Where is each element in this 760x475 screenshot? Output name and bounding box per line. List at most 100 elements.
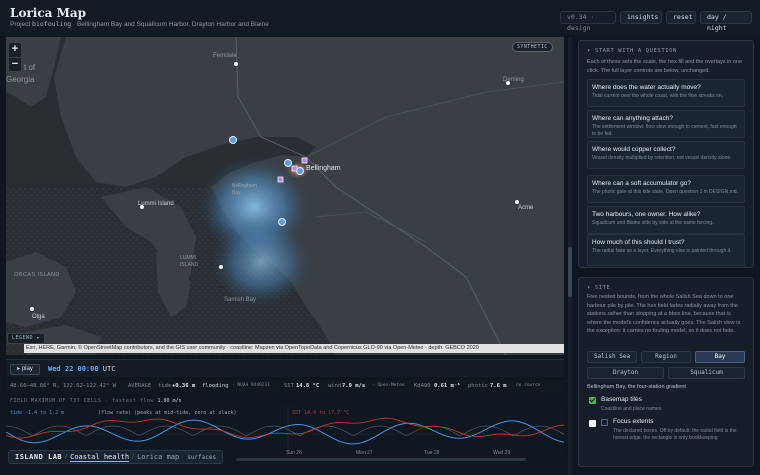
tab-lorica-map[interactable]: Lorica map: [137, 453, 180, 461]
question-title: Two harbours, one owner. How alike?: [592, 211, 701, 218]
project-subtitle: Project biofouling · Bellingham Bay and …: [10, 20, 269, 28]
question-card[interactable]: Where would copper collect? Vessel densi…: [587, 141, 745, 169]
wind-label: wind: [328, 383, 342, 389]
question-panel-header[interactable]: ▾ START WITH A QUESTION: [587, 48, 677, 54]
site-segment-region[interactable]: Region: [641, 351, 691, 363]
site-segment-bay[interactable]: Bay: [695, 351, 745, 363]
map-label-bellingham-bay: Bellingham Bay: [232, 183, 257, 196]
time-controls: ▸ play Wed 22 00:00 UTC: [6, 359, 564, 377]
hex-field-south: [211, 217, 311, 307]
station-marker[interactable]: [284, 159, 292, 167]
zoom-in-button[interactable]: +: [11, 43, 19, 55]
average-label: AVERAGE: [128, 383, 152, 389]
wind-value: 7.9 m/s: [342, 383, 366, 389]
site-caption: Bellingham Bay, the four-station gradien…: [587, 384, 686, 390]
city-dot: [506, 81, 510, 85]
flow-note-label: (flow rate) (peaks at mid-tide, zero at …: [98, 410, 236, 416]
question-card[interactable]: Where does the water actually move? Tida…: [587, 79, 745, 107]
map-label-lummi-island: Lummi Island: [138, 201, 174, 207]
basemap-option-sub: Coastline and place names: [601, 406, 662, 412]
legend-button[interactable]: LEGEND ▸: [7, 333, 46, 344]
photic-value: 7.6 m: [490, 383, 507, 389]
question-sub: The radial fade as a layer. Everything e…: [592, 248, 732, 254]
app-title: Lorica Map: [10, 6, 87, 20]
day-night-button[interactable]: day / night: [700, 11, 752, 32]
map-label-samish-bay: Samish Bay: [224, 297, 257, 303]
question-card[interactable]: Where can anything attach? The settlemen…: [587, 110, 745, 138]
question-title: Where would copper collect?: [592, 146, 676, 153]
map-label-deming: Deming: [503, 77, 524, 83]
focus-extents-sub: The declared boxes. Off by default: the …: [613, 428, 737, 441]
sst-series-line: [6, 417, 564, 439]
city-dot: [30, 307, 34, 311]
tide-state: flooding: [202, 383, 229, 389]
pile-marker[interactable]: [291, 165, 298, 172]
synthetic-badge: SYNTHETIC: [512, 42, 553, 52]
map-label-olga: Olga: [32, 314, 45, 320]
field-header: FIELD MAXIMUM OF 737 CELLS · fastest flo…: [10, 398, 182, 404]
question-sub: Squalicum and Blaine side by side at the…: [592, 220, 714, 226]
lummi-island-shape: [156, 252, 191, 317]
highway-road: [235, 37, 507, 355]
site-segment-salish-sea[interactable]: Salish Sea: [587, 351, 637, 363]
secondary-road: [305, 81, 564, 158]
question-title: Where can anything attach?: [592, 115, 673, 122]
panel-splitter[interactable]: [568, 37, 572, 475]
local-road: [315, 211, 427, 243]
basemap-option-title: Basemap tiles: [601, 396, 642, 403]
city-dot: [219, 265, 223, 269]
site-panel-header[interactable]: ▾ SITE: [587, 285, 611, 291]
wind-source: · Open-Meteo: [372, 383, 405, 388]
site-segment-drayton[interactable]: Drayton: [587, 367, 664, 379]
question-card[interactable]: Two harbours, one owner. How alike? Squa…: [587, 206, 745, 234]
zoom-out-button[interactable]: −: [9, 57, 21, 71]
question-title: Where can a soft accumulator go?: [592, 180, 691, 187]
tide-station: · NOAA 9449211: [232, 383, 270, 388]
day-label: Wed 29: [493, 450, 510, 456]
basemap-checkbox[interactable]: [589, 397, 596, 404]
site-panel: ▾ SITE Five nested bounds, from the whol…: [578, 277, 754, 467]
zoom-control: + −: [8, 42, 22, 72]
station-marker[interactable]: [278, 218, 286, 226]
map-label-georgia: Georgia: [6, 75, 35, 84]
day-label: Tue 28: [424, 450, 440, 456]
tide-value: +0.36 m: [172, 383, 196, 389]
conditions-readout: 48.66–48.86° N, 122.62–122.42° W AVERAGE…: [6, 380, 564, 392]
map-basemap: [6, 37, 564, 355]
pile-marker[interactable]: [277, 176, 284, 183]
chart-scrollbar[interactable]: [236, 458, 526, 461]
reset-button[interactable]: reset: [666, 11, 696, 24]
map-canvas[interactable]: + − SYNTHETIC Ferndale Deming Bellingham…: [6, 37, 564, 355]
day-label: Mon 27: [356, 450, 373, 456]
current-time: Wed 22 00:00 UTC: [48, 365, 116, 373]
app-header: Lorica Map Project biofouling · Bellingh…: [0, 0, 760, 36]
site-panel-intro: Five nested bounds, from the whole Salis…: [587, 294, 741, 334]
question-sub: The photic gate at this tide state. Open…: [592, 189, 738, 195]
version-badge: v0.34 · design: [560, 11, 616, 32]
site-segment-squalicum[interactable]: Squalicum: [668, 367, 745, 379]
question-sub: Tidal current over the whole coast, with…: [592, 93, 723, 99]
brand-tab[interactable]: ISLAND LAB: [15, 453, 63, 461]
map-label-lummi-island-area: LUMMI ISLAND: [180, 255, 199, 268]
splitter-handle[interactable]: [568, 247, 572, 297]
mainland: [54, 37, 564, 355]
question-title: Where does the water actually move?: [592, 84, 701, 91]
sst-label: SST: [284, 383, 294, 389]
coords-readout: 48.66–48.86° N, 122.62–122.42° W: [10, 383, 116, 389]
question-panel: ▾ START WITH A QUESTION Each of these se…: [578, 40, 754, 268]
focus-extents-toggle[interactable]: [601, 419, 608, 426]
photic-label: photic: [468, 383, 488, 389]
insights-button[interactable]: insights: [620, 11, 662, 24]
station-marker[interactable]: [296, 167, 304, 175]
question-card[interactable]: How much of this should I trust? The rad…: [587, 234, 745, 266]
tide-label: tide: [158, 383, 172, 389]
question-card[interactable]: Where can a soft accumulator go? The pho…: [587, 175, 745, 203]
focus-extents-checkbox[interactable]: [589, 420, 596, 427]
tab-coastal-health[interactable]: Coastal health: [70, 453, 130, 462]
question-title: How much of this should I trust?: [592, 239, 685, 246]
play-button[interactable]: ▸ play: [10, 364, 40, 375]
city-dot: [515, 200, 519, 204]
pile-marker[interactable]: [301, 157, 308, 164]
station-marker[interactable]: [229, 136, 237, 144]
tab-surfaces[interactable]: surfaces: [187, 454, 217, 461]
